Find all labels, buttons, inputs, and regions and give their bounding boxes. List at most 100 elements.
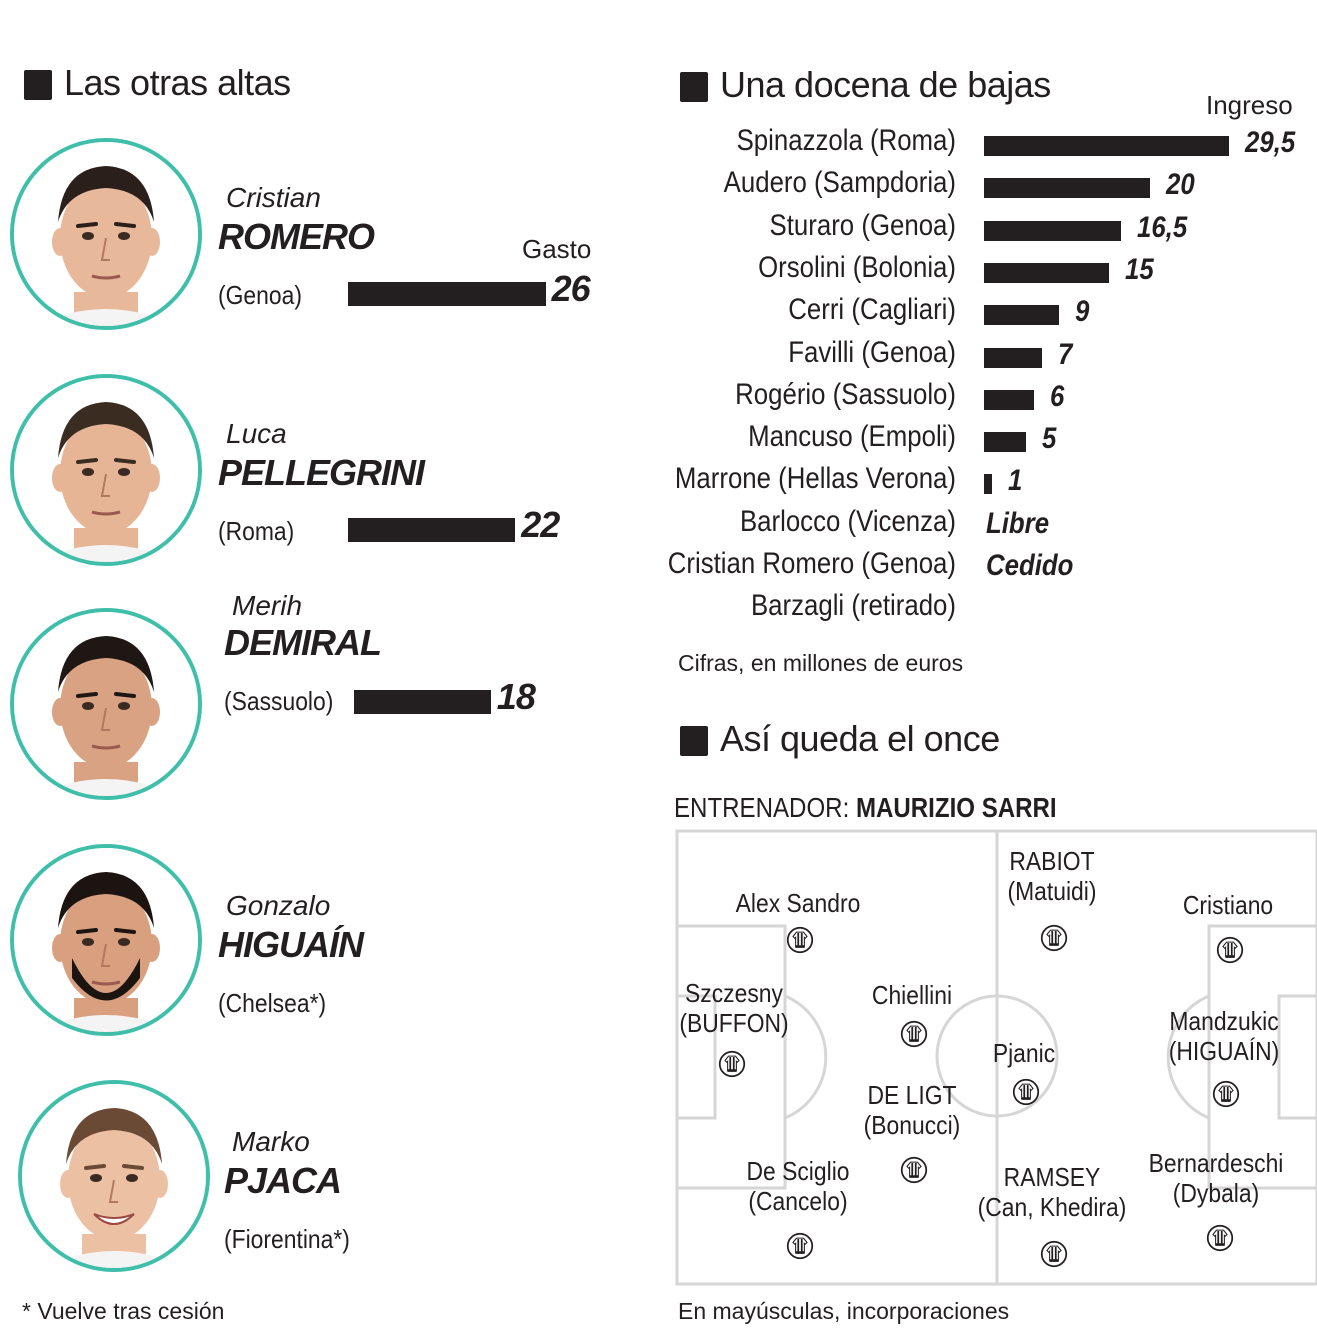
- once-title: Así queda el once: [720, 718, 1000, 759]
- baja-club: (retirado): [851, 589, 956, 623]
- lineup-player: Pjanic: [936, 1038, 1112, 1068]
- lineup-player: Chiellini: [824, 980, 1000, 1010]
- baja-row: Rogério (Sassuolo): [615, 378, 956, 412]
- baja-player-name: Favilli: [788, 335, 855, 369]
- gasto-value: 22: [521, 504, 560, 545]
- coach-label: ENTRENADOR:: [674, 792, 850, 823]
- pitch: [675, 829, 1317, 1286]
- baja-player-name: Mancuso: [748, 420, 853, 454]
- ingreso-value: 7: [1058, 337, 1073, 371]
- ingreso-value: 16,5: [1136, 210, 1188, 244]
- player-photo: [10, 374, 202, 566]
- bajas-title: Una docena de bajas: [720, 64, 1051, 105]
- player-last-name: ROMERO: [218, 216, 375, 257]
- baja-row: Favilli (Genoa): [615, 336, 956, 370]
- juventus-shirt-icon: [718, 1050, 746, 1078]
- baja-player-name: Rogério: [735, 377, 826, 411]
- lineup-player: RAMSEY (Can, Khedira): [964, 1162, 1140, 1222]
- lineup-player-name: Alex Sandro: [735, 888, 861, 918]
- player-face-illustration: [14, 378, 198, 562]
- coach-line: ENTRENADOR: MAURIZIO SARRI: [674, 792, 1057, 824]
- player-last-name: PELLEGRINI: [218, 452, 425, 493]
- baja-row: Barlocco (Vicenza): [615, 505, 956, 539]
- baja-club: (Empoli): [859, 420, 956, 454]
- ingreso-value: Cedido: [986, 549, 1074, 582]
- player-club: (Chelsea*): [218, 988, 327, 1018]
- baja-club: (Bolonia): [852, 250, 956, 284]
- baja-row: Mancuso (Empoli): [615, 420, 956, 454]
- player-photo: [10, 844, 202, 1036]
- coach-name: MAURIZIO SARRI: [855, 792, 1057, 823]
- lineup-player-replaced: (BUFFON): [679, 1008, 789, 1038]
- baja-row: Marrone (Hellas Verona): [615, 462, 956, 496]
- lineup-player: Bernardeschi (Dybala): [1128, 1148, 1304, 1208]
- gasto-label: Gasto: [522, 234, 592, 264]
- section-marker: [680, 72, 708, 102]
- lineup-player: Mandzukic (HIGUAÍN): [1136, 1006, 1312, 1066]
- lineup-player-name: Mandzukic: [1169, 1006, 1279, 1036]
- lineup-player-replaced: (HIGUAÍN): [1168, 1036, 1280, 1066]
- juventus-shirt-icon: [900, 1020, 928, 1048]
- lineup-player-replaced: (Cancelo): [748, 1186, 848, 1216]
- lineup-player-name: Chiellini: [871, 980, 953, 1010]
- ingreso-bar: [984, 347, 1043, 368]
- player-club: (Genoa): [218, 280, 302, 310]
- lineup-player-name: Bernardeschi: [1148, 1148, 1284, 1178]
- baja-club: (Sassuolo): [832, 377, 956, 411]
- lineup-player: De Sciglio (Cancelo): [710, 1156, 886, 1216]
- ingreso-bar: [984, 136, 1229, 156]
- ingreso-value: 9: [1074, 295, 1090, 329]
- player-photo: [18, 1080, 210, 1272]
- ingreso-bar: [984, 432, 1026, 453]
- baja-club: (Roma): [869, 124, 956, 157]
- lineup-player-replaced: (Dybala): [1172, 1178, 1260, 1208]
- baja-row: Cerri (Cagliari): [615, 293, 956, 327]
- baja-player-name: Barzagli: [750, 589, 845, 623]
- player-photo: [10, 138, 202, 330]
- ingreso-bar: [984, 178, 1150, 199]
- baja-club: (Genoa): [861, 208, 956, 242]
- ingreso-bar: [984, 389, 1034, 410]
- player-first-name: Gonzalo: [226, 890, 331, 921]
- baja-club: (Sampdoria): [814, 166, 956, 200]
- altas-title: Las otras altas: [64, 62, 291, 103]
- baja-row: Orsolini (Bolonia): [615, 251, 956, 285]
- ingreso-value: 15: [1124, 252, 1154, 286]
- juventus-shirt-icon: [1216, 936, 1244, 964]
- player-face-illustration: [22, 1084, 206, 1268]
- baja-club: (Hellas Verona): [778, 462, 956, 496]
- lineup-player-replaced: (Matuidi): [1007, 876, 1097, 906]
- juventus-shirt-icon: [1206, 1224, 1234, 1252]
- ingreso-bar: [984, 262, 1109, 283]
- player-last-name: PJACA: [224, 1160, 342, 1201]
- lineup-player: Cristiano: [1140, 890, 1316, 920]
- player-first-name: Cristian: [226, 182, 321, 213]
- baja-club: (Cagliari): [851, 293, 956, 327]
- ingreso-value: 6: [1049, 379, 1065, 413]
- player-last-name: HIGUAÍN: [218, 924, 364, 965]
- baja-player-name: Sturaro: [769, 208, 855, 242]
- baja-player-name: Spinazzola: [736, 124, 863, 157]
- lineup-player: DE LIGT (Bonucci): [824, 1080, 1000, 1140]
- juventus-shirt-icon: [1012, 1078, 1040, 1106]
- lineup-player: Alex Sandro: [710, 888, 886, 918]
- baja-row: Audero (Sampdoria): [615, 166, 956, 200]
- ingreso-value: 20: [1166, 168, 1195, 202]
- altas-footnote: * Vuelve tras cesión: [22, 1298, 225, 1324]
- baja-player-name: Barlocco: [739, 504, 841, 538]
- ingreso-bar: [984, 220, 1121, 241]
- lineup-player-replaced: (Can, Khedira): [977, 1192, 1127, 1222]
- lineup-player-name: Szczesny: [685, 978, 783, 1008]
- baja-player-name: Cerri: [788, 293, 845, 327]
- lineup-player-name: RABIOT: [1009, 846, 1095, 876]
- once-footnote: En mayúsculas, incorporaciones: [678, 1298, 1010, 1324]
- gasto-value: 18: [496, 676, 536, 717]
- player-club: (Roma): [218, 516, 295, 546]
- player-club: (Sassuolo): [224, 686, 334, 716]
- baja-player-name: Audero: [723, 166, 807, 200]
- ingreso-value: 29,5: [1244, 126, 1296, 159]
- section-marker: [680, 726, 708, 756]
- baja-row: Cristian Romero (Genoa): [615, 547, 956, 581]
- section-marker: [24, 70, 52, 100]
- ingreso-bar: [984, 305, 1059, 326]
